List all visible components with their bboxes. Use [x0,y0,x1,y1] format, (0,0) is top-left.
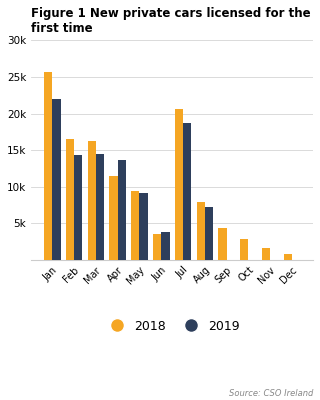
Bar [205,206,213,260]
Bar [44,72,52,260]
Bar [96,154,104,260]
Text: Source: CSO Ireland: Source: CSO Ireland [229,389,314,398]
Bar [52,99,60,260]
Bar [196,202,205,260]
Bar [140,193,148,260]
Bar [88,141,96,260]
Bar [262,248,270,260]
Bar [183,123,191,260]
Bar [161,232,170,260]
Bar [153,234,161,260]
Bar [109,176,118,260]
Bar [218,228,227,260]
Bar [240,239,248,260]
Bar [118,160,126,260]
Legend: 2018, 2019: 2018, 2019 [99,315,245,338]
Bar [74,155,82,260]
Text: Figure 1 New private cars licensed for the
first time: Figure 1 New private cars licensed for t… [31,7,311,35]
Bar [175,109,183,260]
Bar [66,139,74,260]
Bar [284,254,292,260]
Bar [131,191,140,260]
